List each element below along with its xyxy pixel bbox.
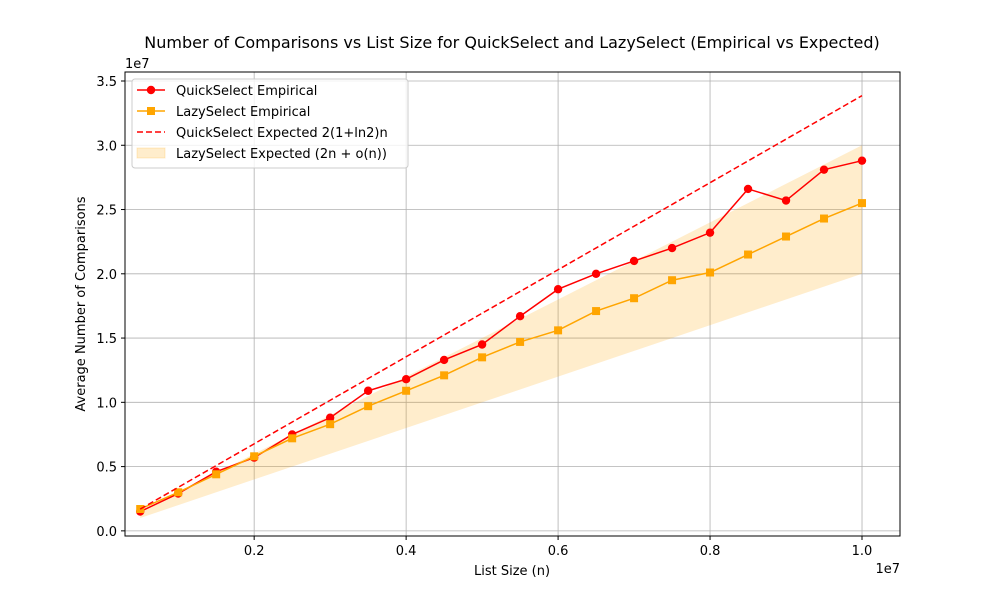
quickselect-point bbox=[553, 285, 563, 294]
legend-label: LazySelect Empirical bbox=[176, 105, 310, 120]
grid bbox=[125, 72, 900, 536]
lazyselect-point bbox=[706, 268, 715, 277]
y-tick-label: 3.5 bbox=[96, 75, 117, 90]
lazyselect-point bbox=[782, 232, 791, 241]
quickselect-point bbox=[439, 355, 449, 365]
legend: QuickSelect Empirical LazySelect Empirica… bbox=[131, 78, 409, 169]
ticks: 0.2 0.4 0.6 0.8 1.0 0.0 0.5 1.0 1.5 2.0 2.5 3.0 3.5 bbox=[96, 75, 872, 559]
lazyselect-point bbox=[630, 294, 639, 303]
chart-title: Number of Comparisons vs List Size for Q… bbox=[144, 33, 879, 52]
y-tick-label: 2.5 bbox=[96, 204, 117, 219]
quickselect-point bbox=[705, 228, 715, 237]
quickselect-point bbox=[819, 165, 829, 174]
lazyselect-point bbox=[592, 307, 601, 316]
legend-label: LazySelect Expected (2n + o(n)) bbox=[176, 147, 387, 162]
series-layer bbox=[135, 94, 867, 516]
x-tick-label: 0.2 bbox=[244, 544, 265, 559]
expected-band-layer bbox=[140, 145, 863, 519]
plot-area-frame bbox=[124, 71, 901, 537]
quickselect-point bbox=[477, 340, 487, 349]
x-tick-label: 0.4 bbox=[396, 544, 417, 559]
legend-label: QuickSelect Empirical bbox=[176, 84, 317, 99]
quickselect-point bbox=[591, 269, 601, 278]
x-tick-label: 0.8 bbox=[700, 544, 721, 559]
quickselect-point bbox=[515, 312, 525, 321]
quickselect-point bbox=[743, 184, 753, 194]
quickselect-point bbox=[667, 243, 677, 253]
quickselect-point bbox=[781, 196, 791, 205]
y-tick-label: 0.0 bbox=[96, 525, 117, 540]
y-axis-label: Average Number of Comparisons bbox=[74, 196, 89, 411]
lazyselect-point bbox=[478, 353, 487, 362]
quickselect-point bbox=[629, 256, 639, 266]
lazyselect-point bbox=[820, 214, 829, 223]
x-tick-label: 0.6 bbox=[548, 544, 569, 559]
lazyselect-point bbox=[174, 488, 183, 497]
lazyselect-point bbox=[744, 250, 753, 259]
lazyselect-point bbox=[364, 402, 373, 411]
lazyselect-point bbox=[554, 326, 563, 335]
y-tick-label: 1.5 bbox=[96, 332, 117, 347]
lazyselect-expected-band bbox=[140, 145, 863, 519]
lazyselect-point bbox=[402, 386, 411, 395]
x-axis-label: List Size (n) bbox=[474, 564, 550, 579]
lazyselect-empirical-line bbox=[139, 202, 863, 510]
quickselect-expected-line bbox=[139, 94, 863, 510]
quickselect-point bbox=[325, 413, 335, 422]
lazyselect-point bbox=[250, 452, 259, 461]
y-tick-label: 2.0 bbox=[96, 268, 117, 283]
lazyselect-point bbox=[326, 420, 335, 429]
lazyselect-point bbox=[668, 276, 677, 285]
y-tick-label: 1.0 bbox=[96, 396, 117, 411]
y-offset-text: 1e7 bbox=[125, 57, 150, 72]
legend-quickselect-marker bbox=[146, 85, 156, 95]
y-tick-label: 0.5 bbox=[96, 461, 117, 476]
lazyselect-point bbox=[212, 470, 221, 479]
y-tick-label: 3.0 bbox=[96, 139, 117, 154]
legend-lazyselect-marker bbox=[147, 107, 155, 115]
x-offset-text: 1e7 bbox=[875, 562, 900, 577]
quickselect-point bbox=[401, 374, 411, 384]
legend-label: QuickSelect Expected 2(1+ln2)n bbox=[176, 126, 388, 141]
lazyselect-point bbox=[288, 434, 297, 443]
lazyselect-point bbox=[858, 199, 867, 208]
lazyselect-point bbox=[516, 337, 525, 346]
quickselect-point bbox=[857, 156, 867, 165]
lazyselect-point bbox=[440, 371, 449, 380]
quickselect-point bbox=[363, 386, 373, 395]
x-tick-label: 1.0 bbox=[852, 544, 873, 559]
legend-box bbox=[131, 78, 409, 169]
legend-lazyselect-band-swatch bbox=[136, 147, 166, 159]
